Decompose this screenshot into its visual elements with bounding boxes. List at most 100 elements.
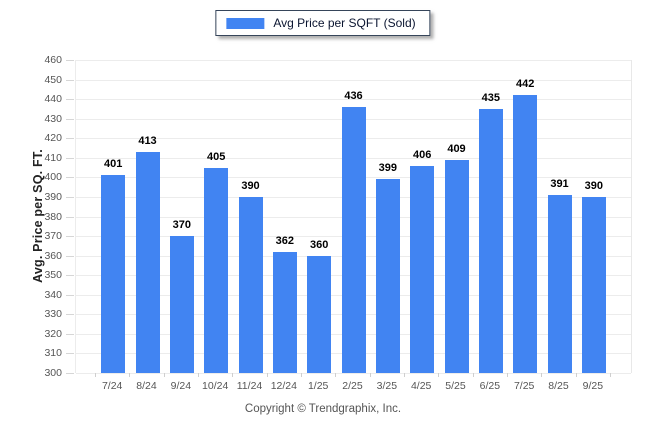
x-tick-mark <box>301 373 302 377</box>
x-tick-label: 10/24 <box>202 380 229 392</box>
bar-value-label: 370 <box>172 219 192 232</box>
bar <box>375 179 400 373</box>
y-axis: 300 310 320 330 340 350 360 370 380 390 400 410 420 4… <box>0 54 75 379</box>
y-tick-mark <box>66 157 74 159</box>
y-tick-label: 400 <box>44 171 62 184</box>
y-tick-label: 430 <box>44 112 62 125</box>
y-tick-label: 410 <box>44 151 62 164</box>
bar <box>307 255 332 373</box>
x-tick-label: 12/24 <box>270 380 297 392</box>
legend: Avg Price per SQFT (Sold) <box>215 10 431 36</box>
x-tick-label: 8/24 <box>136 380 157 392</box>
gridline <box>76 60 631 61</box>
bar-value-label: 442 <box>515 78 535 91</box>
bar <box>547 194 572 373</box>
bar-value-label: 406 <box>412 148 432 161</box>
x-tick-label: 7/24 <box>101 380 123 392</box>
y-tick-label: 310 <box>44 347 62 360</box>
x-axis: 7/24 8/24 9/24 10/24 11/24 12/24 1/25 2/25 3/25 4… <box>0 373 646 403</box>
bar <box>444 159 469 373</box>
bar <box>238 196 263 373</box>
bar <box>135 151 160 373</box>
y-tick-mark <box>66 236 74 238</box>
y-tick-mark <box>66 60 74 61</box>
x-tick-label: 9/25 <box>582 380 604 392</box>
x-tick-label: 3/25 <box>376 380 398 392</box>
bar <box>581 196 606 373</box>
y-tick-mark <box>66 314 74 316</box>
x-tick-mark <box>369 373 371 377</box>
bar-value-label: 362 <box>275 234 295 247</box>
y-tick-mark <box>66 196 74 198</box>
y-tick-mark <box>66 294 74 296</box>
x-tick-mark <box>507 373 508 377</box>
x-tick-mark <box>163 373 165 377</box>
x-tick-label: 11/24 <box>236 380 263 392</box>
x-tick-label: 6/25 <box>479 380 501 392</box>
y-tick-label: 300 <box>44 367 62 379</box>
bar-value-label: 405 <box>206 150 226 163</box>
y-tick-mark <box>66 353 74 355</box>
bar <box>101 175 126 373</box>
y-tick-label: 450 <box>44 73 62 86</box>
bar-value-label: 399 <box>378 162 398 175</box>
bar <box>341 106 366 373</box>
y-tick-label: 320 <box>44 327 62 340</box>
y-tick-label: 370 <box>44 230 62 243</box>
y-tick-mark <box>66 118 74 120</box>
x-tick-label: 5/25 <box>445 380 466 392</box>
gridline <box>76 79 631 81</box>
x-tick-label: 2/25 <box>342 380 363 392</box>
x-tick-mark <box>232 373 234 377</box>
x-tick-mark <box>404 373 405 377</box>
gridline <box>76 99 631 101</box>
x-tick-label: 8/25 <box>548 380 569 392</box>
plot-area: 401 413 370 405 390 362 360 436 399 406 409 435 442 3… <box>75 60 632 374</box>
y-tick-label: 360 <box>44 249 62 262</box>
x-tick-label: 9/24 <box>170 380 192 392</box>
bar-value-label: 390 <box>584 179 604 192</box>
y-tick-mark <box>66 138 74 140</box>
bar-value-label: 390 <box>241 179 260 192</box>
y-tick-mark <box>66 373 74 374</box>
x-tick-mark <box>266 373 268 377</box>
bar <box>204 167 229 373</box>
y-tick-label: 330 <box>44 308 62 321</box>
bar <box>169 236 194 373</box>
bar-value-label: 436 <box>344 89 363 102</box>
y-tick-mark <box>66 333 74 335</box>
y-tick-mark <box>66 99 74 101</box>
bar-value-label: 391 <box>550 177 569 190</box>
gridline <box>76 373 631 374</box>
copyright-text: Copyright © Trendgraphix, Inc. <box>244 403 402 415</box>
x-tick-mark <box>575 373 577 377</box>
bar <box>513 95 538 373</box>
bar-value-label: 409 <box>447 142 466 155</box>
bar <box>478 108 503 373</box>
y-tick-mark <box>66 177 74 179</box>
y-tick-label: 460 <box>44 54 62 66</box>
bar <box>272 251 297 373</box>
x-tick-label: 1/25 <box>307 380 329 392</box>
y-tick-label: 440 <box>44 93 62 106</box>
x-tick-label: 7/25 <box>513 380 535 392</box>
x-tick-mark <box>438 373 440 377</box>
y-tick-label: 340 <box>44 288 62 301</box>
x-tick-mark <box>198 373 199 377</box>
y-tick-mark <box>66 216 74 218</box>
legend-label: Avg Price per SQFT (Sold) <box>273 16 416 30</box>
bar-value-label: 435 <box>481 91 501 104</box>
x-tick-mark <box>95 373 96 377</box>
y-tick-mark <box>66 275 74 277</box>
y-tick-label: 350 <box>44 269 62 282</box>
x-tick-label: 4/25 <box>410 380 432 392</box>
y-tick-label: 420 <box>44 132 62 145</box>
y-tick-mark <box>66 79 74 81</box>
x-tick-mark <box>335 373 337 377</box>
x-tick-mark <box>610 373 611 377</box>
y-tick-mark <box>66 255 74 257</box>
y-tick-label: 380 <box>44 210 62 223</box>
y-tick-label: 390 <box>44 190 62 203</box>
x-tick-mark <box>472 373 474 377</box>
